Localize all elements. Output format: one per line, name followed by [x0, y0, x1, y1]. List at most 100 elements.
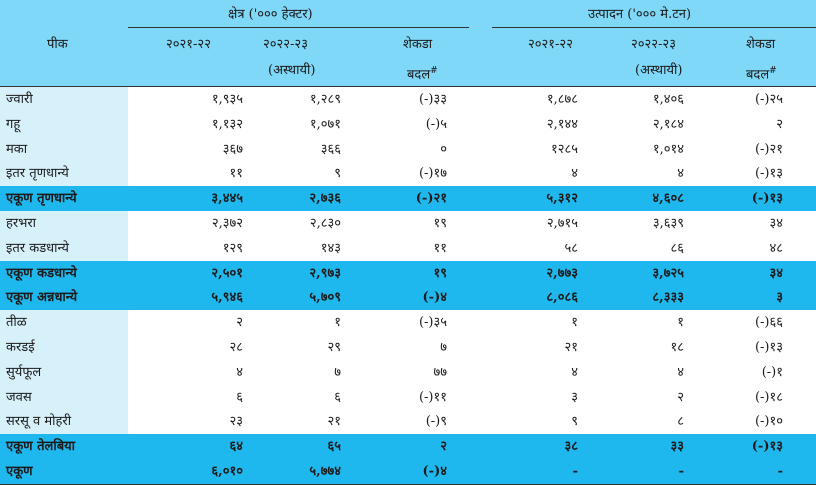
- cell-prod-2021: ३८: [564, 439, 578, 455]
- cell-prod-2022: ८: [677, 414, 684, 430]
- cell-area-change: (-)४: [422, 290, 447, 306]
- crop-name-shade: [0, 310, 128, 336]
- cell-area-2021: १२९: [222, 240, 243, 256]
- crop-name-shade: [0, 211, 128, 236]
- header-prod-change-2: बदल#: [746, 66, 777, 83]
- cell-prod-2022: ४,६०८: [652, 191, 684, 207]
- cell-prod-2022: ३,७२५: [652, 265, 684, 281]
- cell-area-2021: ६: [236, 389, 243, 405]
- cell-prod-change: ३: [776, 290, 783, 306]
- cell-area-2022: ५,७०९: [309, 290, 341, 306]
- table-row: करडई २८ २९ ७ २१ १८ (-)१३: [0, 335, 816, 360]
- header-prod-change-mark: #: [769, 66, 777, 76]
- table-row: गहू १,१३२ १,०७१ (-)५ २,१४४ २,१८४ २: [0, 111, 816, 137]
- cell-area-2022: १,२८९: [309, 92, 341, 107]
- cell-area-2022: १: [334, 315, 341, 331]
- cell-prod-2021: ३: [571, 389, 578, 405]
- cell-prod-2022: ४: [677, 364, 684, 380]
- cell-area-change: (-)३३: [418, 92, 447, 107]
- cell-prod-change: (-)१३: [754, 340, 783, 355]
- header-area-change-mark: #: [430, 66, 438, 76]
- header-area-underline: [128, 27, 469, 28]
- cell-prod-2022: २,१८४: [652, 116, 684, 132]
- cell-area-2021: २: [236, 315, 243, 331]
- crop-name: सरसू व मोहरी: [6, 414, 72, 430]
- cell-prod-change: (-)१३: [751, 191, 783, 207]
- header-area-2022-note: (अस्थायी): [268, 63, 316, 78]
- cell-prod-2021: १२८५: [550, 141, 578, 157]
- header-production-group: उत्पादन ('००० मे.टन): [588, 7, 692, 22]
- cell-prod-change: (-)१३: [751, 439, 783, 455]
- header-crop: पीक: [47, 37, 68, 52]
- header-area-change-2: बदल#: [407, 66, 438, 83]
- cell-prod-change: (-)१: [761, 364, 783, 380]
- table-row-total: एकूण कडधान्ये २,५०१ २,९७३ १९ २,७७३ ३,७२५ ३४: [0, 260, 816, 286]
- table-row: तीळ २ १ (-)३५ १ १ (-)६६: [0, 310, 816, 336]
- cell-prod-2022: ३३: [670, 439, 684, 455]
- cell-prod-change: (-)१०: [754, 414, 783, 430]
- cell-prod-change: (-)२५: [754, 92, 783, 107]
- header-area-2021: २०२१-२२: [166, 37, 211, 52]
- cell-prod-2022: २: [677, 389, 684, 405]
- cell-prod-2021: २,७७३: [546, 265, 578, 281]
- cell-area-change: (-)५: [425, 116, 447, 132]
- cell-area-2021: ६,०१०: [211, 464, 243, 479]
- cell-area-2022: २,८३०: [309, 216, 341, 231]
- crop-name-shade: [0, 409, 128, 435]
- crop-name: ज्वारी: [6, 92, 33, 107]
- cell-area-2022: २९: [327, 340, 341, 355]
- cell-prod-2021: ५८: [564, 240, 578, 256]
- cell-prod-2021: ४: [571, 364, 578, 380]
- table-header: पीक क्षेत्र ('००० हेक्टर) उत्पादन ('००० …: [0, 0, 816, 86]
- cell-prod-change: ३४: [769, 216, 783, 231]
- cell-prod-2022: ४: [677, 166, 684, 182]
- cell-area-2021: २३: [229, 414, 243, 430]
- cell-prod-2022: -: [678, 464, 684, 479]
- cell-area-2022: ३६६: [320, 141, 341, 157]
- cell-area-2021: २८: [229, 340, 243, 355]
- table-row: ज्वारी १,९३५ १,२८९ (-)३३ १,८७८ १,४०६ (-)२५: [0, 87, 816, 112]
- crop-name-shade: [0, 384, 128, 410]
- cell-prod-change: ४८: [769, 240, 783, 256]
- cell-area-change: (-)२१: [415, 191, 447, 207]
- header-area-group: क्षेत्र ('००० हेक्टर): [228, 7, 313, 22]
- header-prod-change: शेकडा: [746, 37, 776, 52]
- crop-name: करडई: [6, 340, 35, 355]
- crop-name: इतर कडधान्ये: [6, 240, 69, 256]
- table-row: सरसू व मोहरी २३ २१ (-)९ ९ ८ (-)१०: [0, 409, 816, 435]
- cell-prod-change: (-)१३: [754, 166, 783, 182]
- cell-prod-2022: १: [677, 315, 684, 331]
- cell-prod-2022: ८६: [670, 240, 684, 256]
- cell-area-change: (-)९: [425, 414, 447, 430]
- cell-area-2022: ६: [334, 389, 341, 405]
- cell-prod-2021: ४: [571, 166, 578, 182]
- cell-area-2022: १,०७१: [309, 116, 341, 132]
- cell-area-2021: २,५०१: [211, 265, 243, 281]
- cell-area-change: ७: [440, 340, 447, 355]
- table-row-total: एकूण तेलबिया ६४ ६५ २ ३८ ३३ (-)१३: [0, 434, 816, 460]
- cell-area-2021: ६४: [229, 439, 243, 455]
- cell-area-change: ११: [433, 240, 447, 256]
- cell-area-change: ०: [440, 141, 447, 157]
- cell-area-2021: ५,९४६: [211, 290, 243, 306]
- crop-name: सुर्यफूल: [6, 364, 42, 380]
- crop-name: मका: [6, 141, 28, 157]
- cell-prod-change: २: [776, 116, 783, 132]
- cell-area-change: (-)४: [422, 464, 447, 479]
- cell-prod-2022: ३,६३९: [652, 216, 684, 231]
- cell-prod-2021: २१: [564, 340, 578, 355]
- cell-prod-2022: १,४०६: [652, 92, 684, 107]
- cell-area-2021: २,३७२: [211, 216, 243, 231]
- cell-prod-change: ३४: [769, 265, 783, 281]
- crop-name-shade: [0, 111, 128, 137]
- crop-name-shade: [0, 87, 128, 112]
- crop-name: जवस: [6, 389, 32, 405]
- crop-name: एकूण: [6, 464, 33, 479]
- cell-area-2022: ७: [334, 364, 341, 380]
- cell-area-2021: ४: [236, 364, 243, 380]
- header-prod-2021: २०२१-२२: [528, 37, 573, 52]
- cell-prod-2022: ८,३३३: [652, 290, 684, 306]
- cell-area-2021: ११: [229, 166, 243, 182]
- header-area-2022: २०२२-२३: [263, 37, 308, 52]
